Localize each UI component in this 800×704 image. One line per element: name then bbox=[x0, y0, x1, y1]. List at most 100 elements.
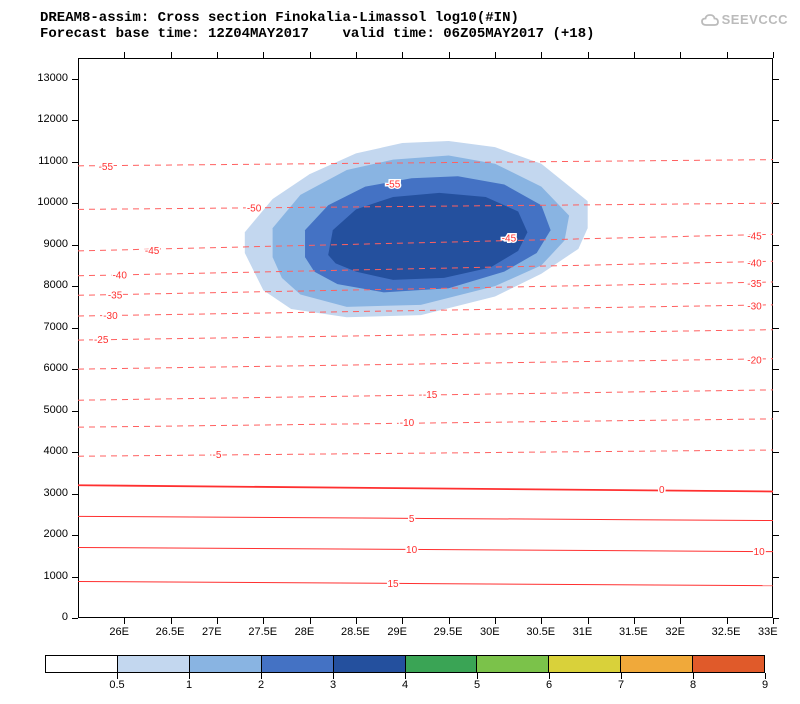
x-tick bbox=[217, 618, 218, 624]
x-tick bbox=[680, 618, 681, 624]
y-tick bbox=[72, 369, 78, 370]
colorbar bbox=[45, 655, 765, 673]
x-tick-label: 31.5E bbox=[619, 626, 648, 638]
cross-section-plot bbox=[78, 58, 773, 618]
y-tick-label: 11000 bbox=[38, 155, 68, 167]
chart-title-line2: Forecast base time: 12Z04MAY2017 valid t… bbox=[40, 26, 595, 42]
colorbar-label: 6 bbox=[546, 679, 552, 691]
y-tick bbox=[72, 162, 78, 163]
cloud-icon bbox=[700, 14, 720, 28]
x-tick-label: 27.5E bbox=[248, 626, 277, 638]
x-tick-top bbox=[727, 52, 728, 58]
x-tick bbox=[634, 618, 635, 624]
y-tick-right bbox=[773, 494, 779, 495]
y-tick-label: 10000 bbox=[37, 196, 68, 208]
x-tick-top bbox=[541, 52, 542, 58]
x-tick-top bbox=[310, 52, 311, 58]
x-tick bbox=[541, 618, 542, 624]
colorbar-cell bbox=[693, 656, 764, 672]
colorbar-label: 0.5 bbox=[109, 679, 124, 691]
colorbar-label: 7 bbox=[618, 679, 624, 691]
y-tick bbox=[72, 535, 78, 536]
y-tick-right bbox=[773, 577, 779, 578]
x-tick bbox=[588, 618, 589, 624]
colorbar-cell bbox=[549, 656, 621, 672]
colorbar-cell bbox=[118, 656, 190, 672]
colorbar-label: 3 bbox=[330, 679, 336, 691]
x-tick-label: 26E bbox=[109, 626, 129, 638]
x-tick-top bbox=[588, 52, 589, 58]
seevccc-logo: SEEVCCC bbox=[700, 12, 788, 28]
x-tick-label: 30E bbox=[480, 626, 500, 638]
x-tick bbox=[449, 618, 450, 624]
colorbar-label: 1 bbox=[186, 679, 192, 691]
colorbar-cell bbox=[621, 656, 693, 672]
colorbar-label: 4 bbox=[402, 679, 408, 691]
y-tick-label: 5000 bbox=[44, 404, 68, 416]
x-tick-label: 26.5E bbox=[156, 626, 185, 638]
y-tick-label: 3000 bbox=[44, 487, 68, 499]
colorbar-cell bbox=[477, 656, 549, 672]
colorbar-label: 5 bbox=[474, 679, 480, 691]
y-tick bbox=[72, 577, 78, 578]
colorbar-cell bbox=[262, 656, 334, 672]
y-tick-right bbox=[773, 452, 779, 453]
colorbar-label: 2 bbox=[258, 679, 264, 691]
y-tick-right bbox=[773, 369, 779, 370]
colorbar-cell bbox=[190, 656, 262, 672]
x-tick bbox=[727, 618, 728, 624]
x-tick bbox=[402, 618, 403, 624]
y-tick bbox=[72, 328, 78, 329]
x-tick-label: 28E bbox=[295, 626, 315, 638]
y-tick-label: 2000 bbox=[44, 528, 68, 540]
y-tick bbox=[72, 120, 78, 121]
y-tick-right bbox=[773, 79, 779, 80]
y-tick bbox=[72, 286, 78, 287]
x-tick-label: 29.5E bbox=[434, 626, 463, 638]
y-tick-right bbox=[773, 286, 779, 287]
y-tick-label: 12000 bbox=[37, 113, 68, 125]
y-tick bbox=[72, 452, 78, 453]
y-tick bbox=[72, 203, 78, 204]
y-tick-right bbox=[773, 535, 779, 536]
y-tick-right bbox=[773, 245, 779, 246]
x-tick bbox=[263, 618, 264, 624]
x-tick-top bbox=[495, 52, 496, 58]
x-tick-top bbox=[263, 52, 264, 58]
y-tick-right bbox=[773, 411, 779, 412]
y-tick-label: 8000 bbox=[44, 279, 68, 291]
y-tick-right bbox=[773, 120, 779, 121]
y-tick-label: 4000 bbox=[44, 445, 68, 457]
y-tick bbox=[72, 79, 78, 80]
x-tick-label: 32.5E bbox=[712, 626, 741, 638]
x-tick-top bbox=[217, 52, 218, 58]
chart-title-line1: DREAM8-assim: Cross section Finokalia-Li… bbox=[40, 10, 519, 26]
x-tick-top bbox=[680, 52, 681, 58]
y-tick-right bbox=[773, 203, 779, 204]
x-tick bbox=[124, 618, 125, 624]
y-tick-right bbox=[773, 162, 779, 163]
y-tick-right bbox=[773, 328, 779, 329]
y-tick bbox=[72, 245, 78, 246]
y-tick-label: 13000 bbox=[37, 72, 68, 84]
y-tick-label: 9000 bbox=[44, 238, 68, 250]
x-tick-label: 31E bbox=[573, 626, 593, 638]
x-tick bbox=[310, 618, 311, 624]
x-tick-label: 30.5E bbox=[526, 626, 555, 638]
y-tick-label: 7000 bbox=[44, 321, 68, 333]
colorbar-cell bbox=[46, 656, 118, 672]
x-tick-label: 33E bbox=[758, 626, 778, 638]
logo-text: SEEVCCC bbox=[722, 12, 788, 27]
x-tick-top bbox=[356, 52, 357, 58]
y-tick bbox=[72, 411, 78, 412]
x-tick bbox=[495, 618, 496, 624]
x-tick-label: 28.5E bbox=[341, 626, 370, 638]
x-tick-top bbox=[449, 52, 450, 58]
x-tick-label: 27E bbox=[202, 626, 222, 638]
x-tick-top bbox=[402, 52, 403, 58]
colorbar-cell bbox=[334, 656, 406, 672]
colorbar-cell bbox=[406, 656, 478, 672]
x-tick-top bbox=[124, 52, 125, 58]
x-tick bbox=[171, 618, 172, 624]
x-tick-label: 29E bbox=[387, 626, 407, 638]
